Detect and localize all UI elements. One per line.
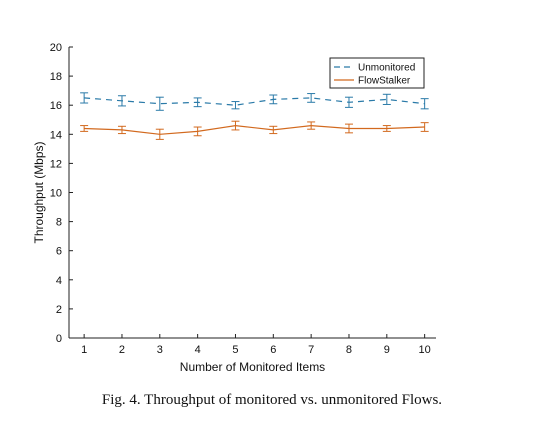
x-tick-label: 4	[195, 344, 201, 356]
x-tick-label: 1	[81, 344, 87, 356]
y-axis-label: Throughput (Mbps)	[32, 141, 46, 243]
x-tick-label: 2	[119, 344, 125, 356]
legend: Unmonitored FlowStalker	[329, 57, 425, 89]
y-tick-label: 4	[56, 275, 62, 287]
legend-label-unmonitored: Unmonitored	[358, 63, 415, 74]
y-tick-label: 14	[50, 129, 62, 141]
x-tick-label: 6	[270, 344, 276, 356]
figure-caption: Fig. 4. Throughput of monitored vs. unmo…	[101, 392, 443, 408]
x-tick-label: 8	[346, 344, 352, 356]
x-ticks: 1 2 3 4 5 6 7 8 9 10	[81, 334, 431, 356]
y-tick-label: 20	[50, 42, 62, 54]
x-axis-label: Number of Monitored Items	[180, 360, 325, 374]
y-tick-label: 8	[56, 217, 62, 229]
axes	[68, 47, 436, 339]
series-flowstalker	[80, 120, 429, 140]
series-line	[84, 97, 425, 106]
legend-box	[329, 57, 425, 89]
y-tick-label: 10	[50, 188, 62, 200]
y-tick-label: 0	[56, 333, 62, 345]
series-unmonitored	[80, 92, 429, 111]
y-tick-label: 16	[50, 100, 62, 112]
legend-label-flowstalker: FlowStalker	[358, 76, 411, 87]
y-tick-label: 2	[56, 304, 62, 316]
x-tick-label: 9	[384, 344, 390, 356]
series-line	[84, 124, 425, 135]
x-tick-label: 7	[308, 344, 314, 356]
y-ticks: 0 2 4 6 8 10 12 14 16 18 20	[50, 42, 73, 345]
series-layer	[80, 92, 429, 140]
y-tick-label: 18	[50, 71, 62, 83]
x-tick-label: 10	[419, 344, 431, 356]
x-tick-label: 5	[232, 344, 238, 356]
y-tick-label: 6	[56, 246, 62, 258]
y-tick-label: 12	[50, 158, 62, 170]
x-tick-label: 3	[157, 344, 163, 356]
